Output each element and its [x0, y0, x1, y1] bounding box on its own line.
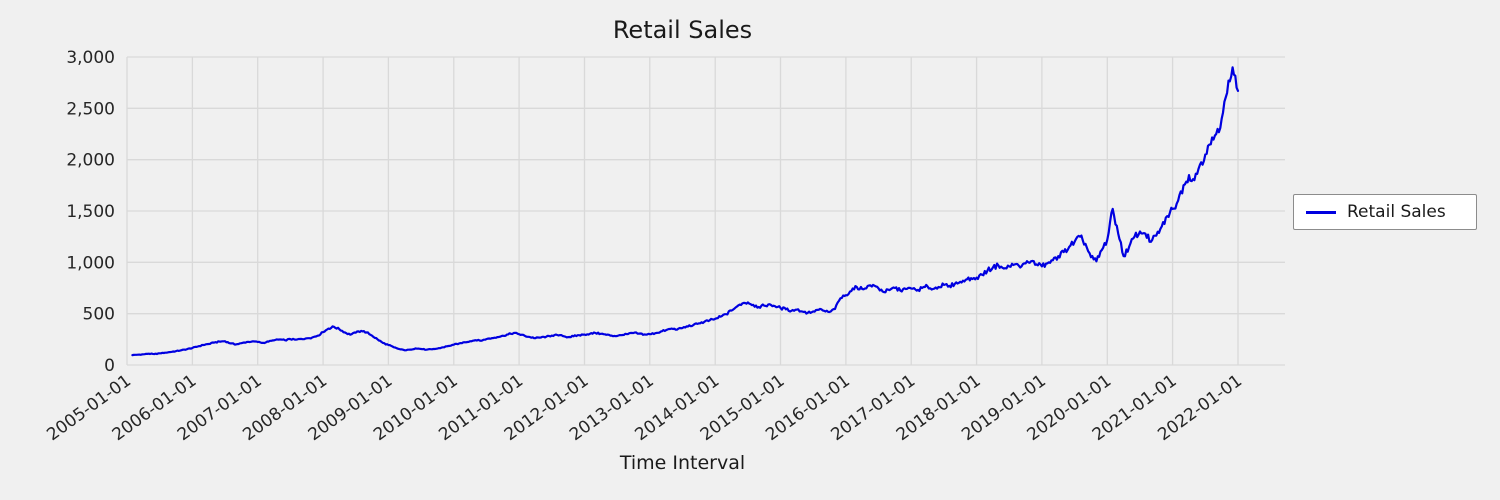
chart-title: Retail Sales — [612, 16, 753, 44]
y-tick-label: 0 — [104, 356, 115, 376]
legend-label: Retail Sales — [1347, 202, 1446, 222]
y-tick-label: 1,500 — [66, 202, 115, 222]
y-tick-label: 2,500 — [66, 99, 115, 119]
y-tick-label: 500 — [83, 305, 115, 325]
legend: Retail Sales — [1293, 194, 1477, 230]
x-axis-title: Time Interval — [619, 452, 746, 474]
y-tick-label: 2,000 — [66, 151, 115, 171]
y-tick-label: 3,000 — [66, 48, 115, 68]
y-tick-label: 1,000 — [66, 253, 115, 273]
series-line-retail-sales — [131, 66, 1240, 357]
legend-line-swatch — [1306, 210, 1336, 214]
